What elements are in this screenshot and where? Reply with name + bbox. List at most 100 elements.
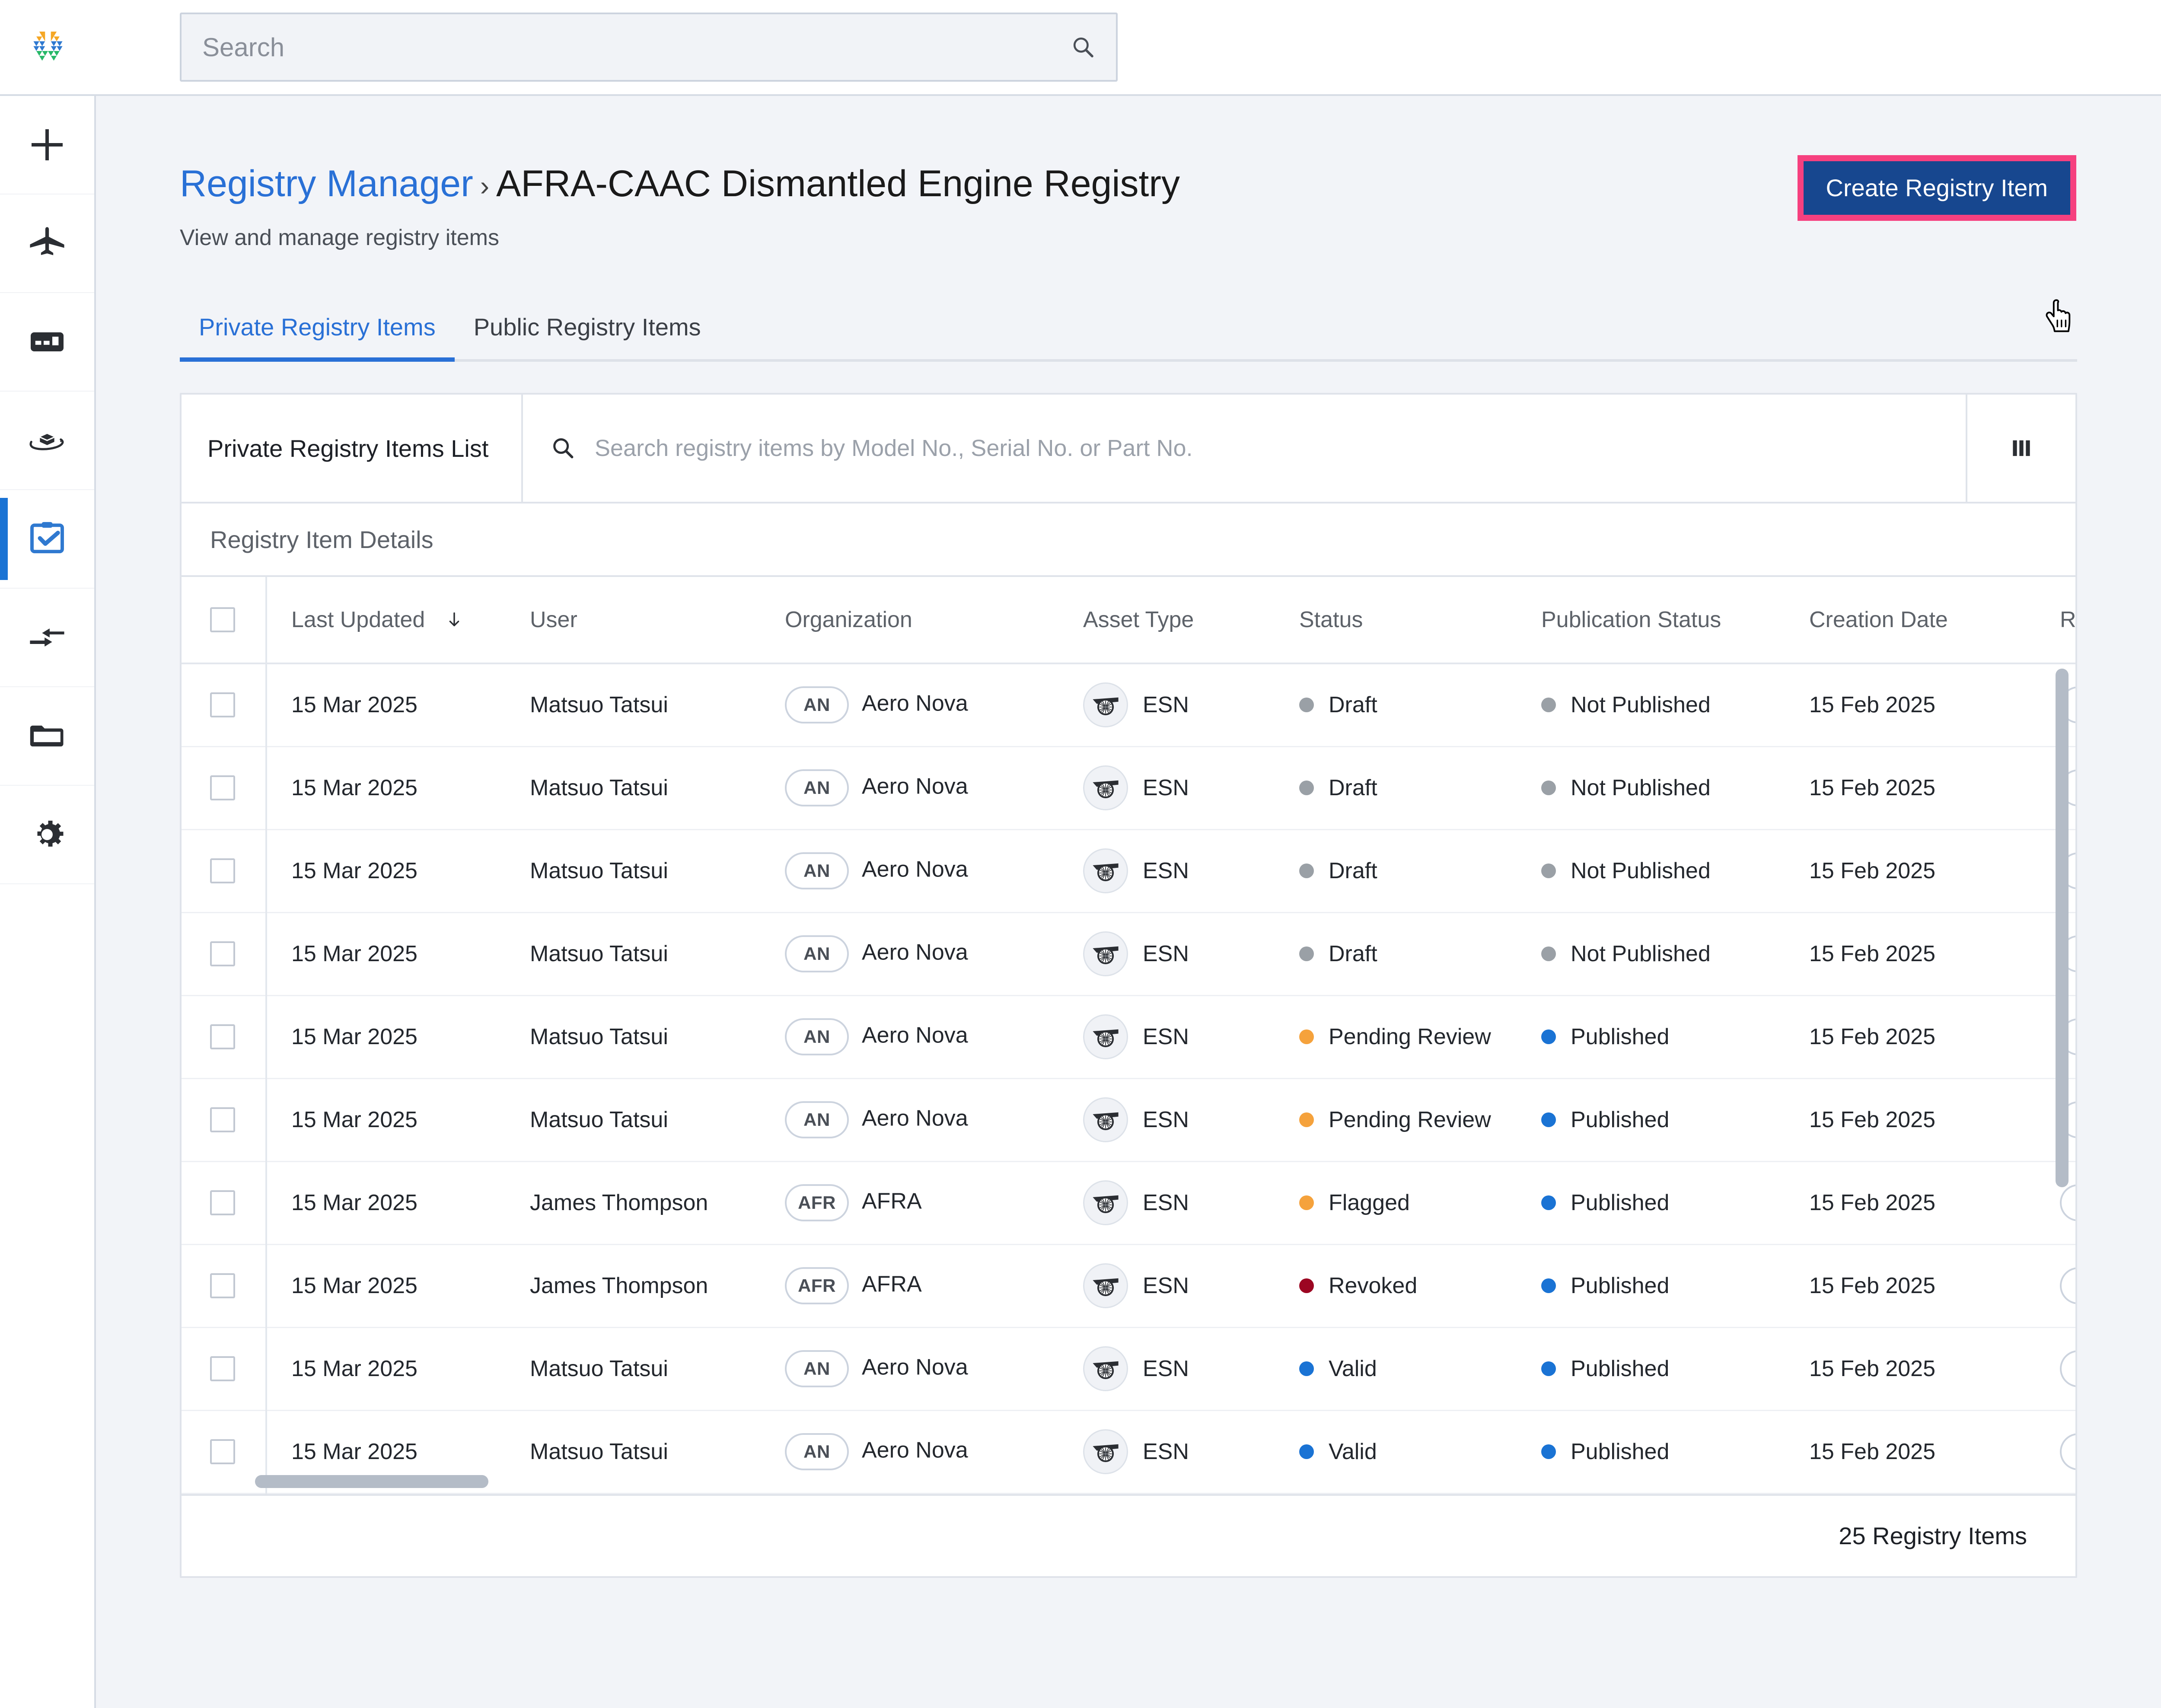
global-search[interactable]: Search: [180, 13, 1118, 82]
sidebar-item-settings[interactable]: [0, 786, 94, 884]
column-header-user[interactable]: User: [526, 577, 781, 664]
engine-icon: [1083, 1263, 1128, 1308]
row-checkbox[interactable]: [210, 692, 235, 718]
row-checkbox[interactable]: [210, 1024, 235, 1049]
cell-organization: AN Aero Nova: [781, 1327, 1079, 1411]
vertical-scrollbar[interactable]: [2056, 669, 2069, 1187]
column-header-creation-date[interactable]: Creation Date: [1805, 577, 2056, 664]
tab-public-registry-items[interactable]: Public Registry Items: [473, 313, 701, 341]
row-checkbox[interactable]: [210, 1439, 235, 1464]
table-row[interactable]: 15 Mar 2025 Matsuo Tatsui AN Aero Nova ES…: [182, 912, 2075, 996]
app-logo[interactable]: [0, 0, 96, 95]
publication-status-dot: [1541, 781, 1556, 795]
table-row[interactable]: 15 Mar 2025 James Thompson AFR AFRA ESN F…: [182, 1161, 2075, 1245]
breadcrumb-parent-link[interactable]: Registry Manager: [180, 163, 473, 204]
column-header-publication-status[interactable]: Publication Status: [1537, 577, 1805, 664]
cell-status: Draft: [1295, 663, 1537, 747]
status-dot: [1299, 1361, 1314, 1376]
row-checkbox[interactable]: [210, 941, 235, 966]
asset-type-label: ESN: [1143, 858, 1189, 883]
engine-icon: [1083, 1180, 1128, 1225]
sidebar-item-documents[interactable]: [0, 687, 94, 786]
cell-creation-date: 15 Feb 2025: [1805, 995, 2056, 1079]
cell-user: Matsuo Tatsui: [526, 1410, 781, 1494]
status-label: Flagged: [1329, 1190, 1410, 1215]
cell-user: Matsuo Tatsui: [526, 1078, 781, 1162]
column-header-organization[interactable]: Organization: [781, 577, 1079, 664]
cell-last-updated: 15 Mar 2025: [265, 1078, 526, 1162]
publication-status-dot: [1541, 1195, 1556, 1210]
cell-creation-date: 15 Feb 2025: [1805, 663, 2056, 747]
column-header-last-updated-label: Last Updated: [291, 607, 425, 632]
sidebar-item-registry[interactable]: [0, 490, 94, 589]
table-row[interactable]: 15 Mar 2025 James Thompson AFR AFRA ESN R…: [182, 1244, 2075, 1328]
row-checkbox[interactable]: [210, 1273, 235, 1298]
cell-last-updated: 15 Mar 2025: [265, 1161, 526, 1245]
sidebar-item-assets-3d[interactable]: [0, 392, 94, 490]
status-dot: [1299, 1444, 1314, 1459]
registry-search-input[interactable]: Search registry items by Model No., Seri…: [523, 395, 1967, 502]
cell-asset-type: ESN: [1079, 912, 1295, 996]
cell-organization: AN Aero Nova: [781, 995, 1079, 1079]
tab-private-registry-items[interactable]: Private Registry Items: [180, 313, 455, 362]
row-checkbox[interactable]: [210, 1356, 235, 1381]
cell-status: Flagged: [1295, 1161, 1537, 1245]
cell-organization: AN Aero Nova: [781, 1410, 1079, 1494]
select-all-checkbox[interactable]: [210, 607, 235, 632]
column-header-registrant[interactable]: Registrant: [2056, 577, 2075, 664]
organization-avatar-chip: AN: [785, 1433, 849, 1470]
table-row[interactable]: 15 Mar 2025 Matsuo Tatsui AN Aero Nova ES…: [182, 746, 2075, 830]
asset-type-label: ESN: [1143, 1190, 1189, 1215]
table-row[interactable]: 15 Mar 2025 Matsuo Tatsui AN Aero Nova ES…: [182, 995, 2075, 1079]
cell-user: Matsuo Tatsui: [526, 746, 781, 830]
row-checkbox[interactable]: [210, 858, 235, 883]
select-all-header: [182, 577, 266, 664]
row-select-cell: [182, 1410, 266, 1494]
organization-avatar-chip: AFR: [785, 1184, 849, 1221]
publication-status-label: Published: [1571, 1439, 1670, 1464]
column-settings-button[interactable]: [1967, 395, 2075, 502]
row-checkbox[interactable]: [210, 775, 235, 800]
table-row[interactable]: 15 Mar 2025 Matsuo Tatsui AN Aero Nova ES…: [182, 663, 2075, 747]
cell-user: Matsuo Tatsui: [526, 912, 781, 996]
row-checkbox[interactable]: [210, 1190, 235, 1215]
status-label: Revoked: [1329, 1273, 1418, 1298]
column-header-last-updated[interactable]: Last Updated: [265, 577, 526, 664]
page-subtitle: View and manage registry items: [180, 225, 499, 250]
sidebar-item-add[interactable]: [0, 96, 94, 194]
registry-items-count: 25 Registry Items: [1839, 1522, 2027, 1549]
organization-avatar-chip: AN: [785, 769, 849, 806]
create-registry-item-button[interactable]: Create Registry Item: [1803, 161, 2070, 215]
status-dot: [1299, 864, 1314, 878]
table-row[interactable]: 15 Mar 2025 Matsuo Tatsui AN Aero Nova ES…: [182, 1327, 2075, 1411]
sidebar-item-aircraft[interactable]: [0, 194, 94, 293]
row-select-cell: [182, 912, 266, 996]
status-dot: [1299, 946, 1314, 961]
engine-icon: [1083, 682, 1128, 728]
sidebar-item-transfers[interactable]: [0, 589, 94, 687]
status-label: Draft: [1329, 692, 1377, 718]
airplane-icon: [30, 227, 64, 255]
asset-type-label: ESN: [1143, 1273, 1189, 1298]
table-row[interactable]: 15 Mar 2025 Matsuo Tatsui AN Aero Nova ES…: [182, 1410, 2075, 1494]
table-row[interactable]: 15 Mar 2025 Matsuo Tatsui AN Aero Nova ES…: [182, 1078, 2075, 1162]
column-header-status[interactable]: Status: [1295, 577, 1537, 664]
cell-status: Draft: [1295, 912, 1537, 996]
organization-avatar-chip: AN: [785, 1350, 849, 1387]
publication-status-label: Not Published: [1571, 775, 1711, 800]
publication-status-label: Published: [1571, 1273, 1670, 1298]
table-row[interactable]: 15 Mar 2025 Matsuo Tatsui AN Aero Nova ES…: [182, 829, 2075, 913]
status-label: Draft: [1329, 775, 1377, 800]
cell-asset-type: ESN: [1079, 1161, 1295, 1245]
cell-last-updated: 15 Mar 2025: [265, 1244, 526, 1328]
horizontal-scrollbar[interactable]: [255, 1475, 488, 1488]
status-dot: [1299, 1195, 1314, 1210]
row-checkbox[interactable]: [210, 1107, 235, 1132]
status-label: Pending Review: [1329, 1024, 1491, 1049]
sidebar-item-dashboard[interactable]: [0, 293, 94, 392]
column-header-asset-type[interactable]: Asset Type: [1079, 577, 1295, 664]
cell-publication-status: Not Published: [1537, 746, 1805, 830]
status-dot: [1299, 698, 1314, 713]
